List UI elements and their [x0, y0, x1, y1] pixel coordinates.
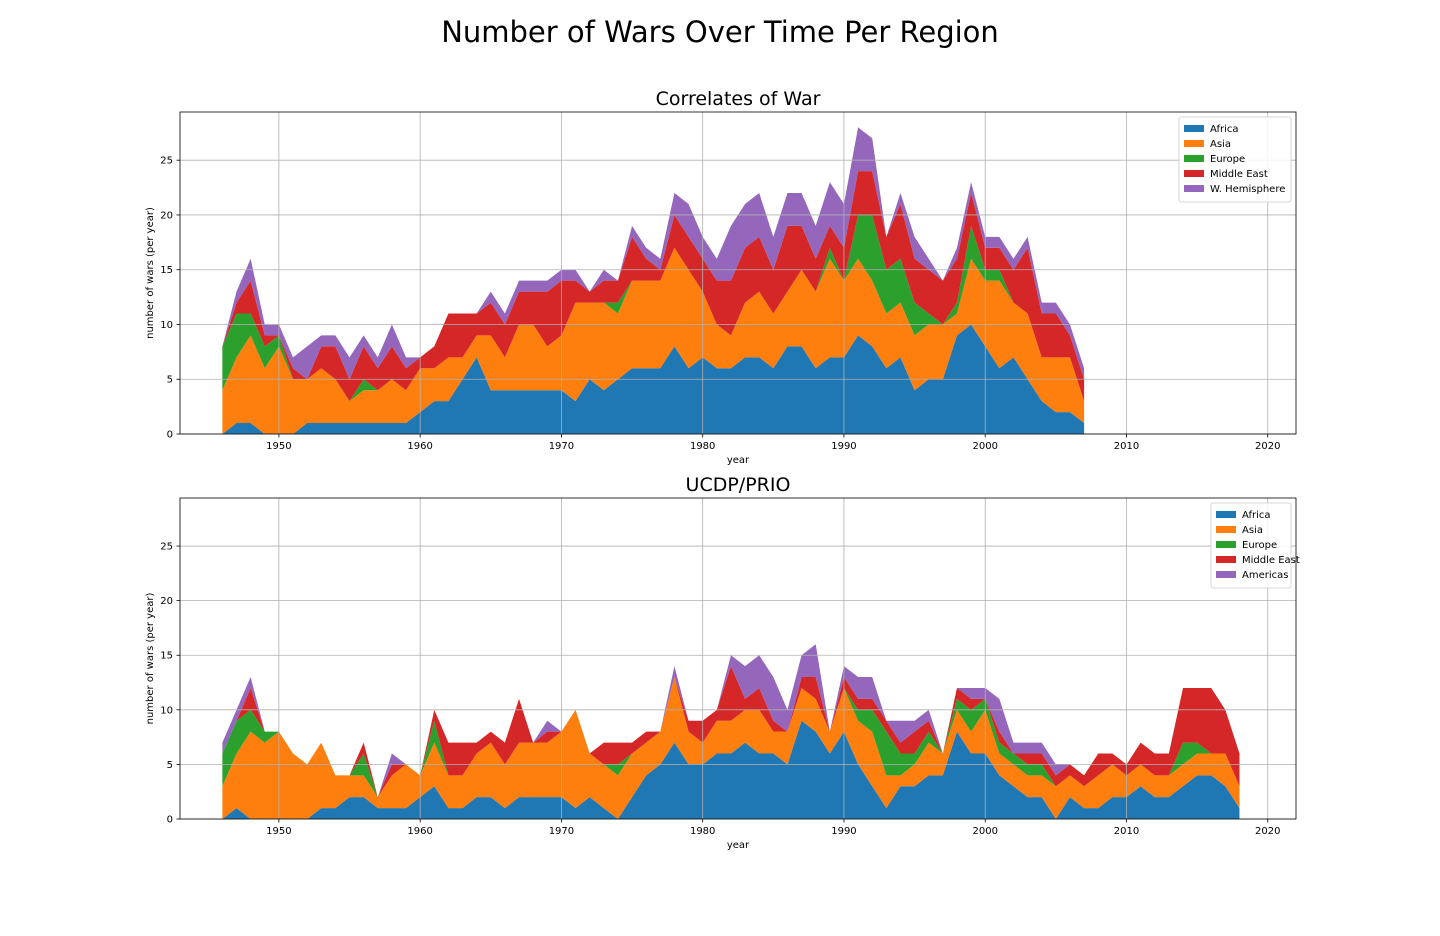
x-axis-ticks: 1950 1960 1970 1980 1990 2000 2010 2020: [266, 819, 1280, 837]
legend-item-africa: Africa: [1184, 124, 1239, 135]
x-tick-label: 1960: [407, 441, 432, 452]
y-tick-label: 20: [160, 596, 173, 607]
legend-label: Asia: [1210, 139, 1231, 150]
legend-item-americas: Americas: [1216, 570, 1288, 581]
y-tick-label: 0: [167, 430, 173, 441]
y-tick-label: 5: [167, 760, 173, 771]
legend-label: Africa: [1210, 124, 1239, 135]
figure-title: Number of Wars Over Time Per Region: [441, 15, 999, 49]
x-tick-label: 1950: [266, 441, 291, 452]
area-series-middle-east: [222, 171, 1085, 402]
x-tick-label: 2000: [972, 826, 997, 837]
x-tick-label: 2010: [1114, 441, 1139, 452]
legend-label: Americas: [1242, 570, 1288, 581]
axes-frame: [179, 497, 1297, 820]
legend-swatch: [1216, 541, 1236, 548]
legend: Africa Asia Europe Middle East W. Hemisphere: [1178, 116, 1292, 203]
legend-swatch: [1216, 556, 1236, 563]
x-axis-ticks: 1950 1960 1970 1980 1990 2000 2010 2020: [266, 434, 1280, 452]
y-tick-label: 15: [160, 265, 173, 276]
legend-item-middle-east: Middle East: [1216, 555, 1300, 566]
legend-item-w-hemisphere: W. Hemisphere: [1184, 184, 1285, 195]
legend-box: [1178, 116, 1292, 203]
legend-swatch: [1216, 571, 1236, 578]
y-axis-label: number of wars (per year): [145, 593, 156, 725]
x-tick-label: 2020: [1255, 441, 1280, 452]
legend: Africa Asia Europe Middle East Americas: [1210, 502, 1300, 589]
area-series-middle-east: [222, 666, 1240, 798]
x-tick-label: 1950: [266, 826, 291, 837]
area-series-w-hemisphere: [222, 127, 1085, 380]
y-tick-label: 15: [160, 651, 173, 662]
legend-item-asia: Asia: [1184, 139, 1231, 150]
chart-title: UCDP/PRIO: [686, 474, 791, 496]
legend-label: Africa: [1242, 510, 1271, 521]
legend-item-europe: Europe: [1216, 540, 1277, 551]
legend-swatch: [1184, 185, 1204, 192]
legend-swatch: [1184, 155, 1204, 162]
area-series-asia: [222, 247, 1085, 434]
legend-label: W. Hemisphere: [1210, 184, 1285, 195]
legend-swatch: [1216, 511, 1236, 518]
y-tick-label: 0: [167, 815, 173, 826]
y-tick-label: 10: [160, 705, 173, 716]
x-axis-label: year: [727, 455, 750, 466]
x-tick-label: 2000: [972, 441, 997, 452]
legend-item-europe: Europe: [1184, 154, 1245, 165]
x-tick-label: 1980: [690, 441, 715, 452]
chart-panel-1: 1950 1960 1970 1980 1990 2000 2010 2020 0 5 10 15 20…: [145, 88, 1297, 466]
legend-label: Europe: [1242, 540, 1277, 551]
y-tick-label: 5: [167, 375, 173, 386]
x-tick-label: 1960: [407, 826, 432, 837]
y-tick-label: 10: [160, 320, 173, 331]
legend-box: [1210, 502, 1292, 589]
y-tick-label: 25: [160, 542, 173, 553]
legend-label: Europe: [1210, 154, 1245, 165]
legend-swatch: [1216, 526, 1236, 533]
x-tick-label: 2020: [1255, 826, 1280, 837]
axes-frame: [179, 111, 1297, 435]
legend-label: Middle East: [1242, 555, 1300, 566]
panels: 1950 1960 1970 1980 1990 2000 2010 202005101520…: [145, 88, 1300, 851]
legend-label: Middle East: [1210, 169, 1268, 180]
legend-item-asia: Asia: [1216, 525, 1263, 536]
legend-item-middle-east: Middle East: [1184, 169, 1268, 180]
legend-label: Asia: [1242, 525, 1263, 536]
y-axis-label: number of wars (per year): [145, 207, 156, 339]
chart-panel-2: 1950 1960 1970 1980 1990 2000 2010 2020 0 5 10 15 20…: [145, 474, 1300, 851]
y-axis-ticks: 0 5 10 15 20 25: [160, 542, 180, 826]
y-axis-ticks: 0 5 10 15 20 25: [160, 156, 180, 441]
chart-title: Correlates of War: [656, 88, 821, 110]
legend-swatch: [1184, 170, 1204, 177]
x-tick-label: 2010: [1114, 826, 1139, 837]
x-tick-label: 1990: [831, 826, 856, 837]
legend-item-africa: Africa: [1216, 510, 1271, 521]
x-axis-label: year: [727, 840, 750, 851]
legend-swatch: [1184, 125, 1204, 132]
legend-swatch: [1184, 140, 1204, 147]
x-tick-label: 1970: [549, 441, 574, 452]
x-tick-label: 1970: [549, 826, 574, 837]
x-tick-label: 1990: [831, 441, 856, 452]
y-tick-label: 20: [160, 210, 173, 221]
y-tick-label: 25: [160, 156, 173, 167]
area-series-europe: [222, 214, 1085, 402]
x-tick-label: 1980: [690, 826, 715, 837]
